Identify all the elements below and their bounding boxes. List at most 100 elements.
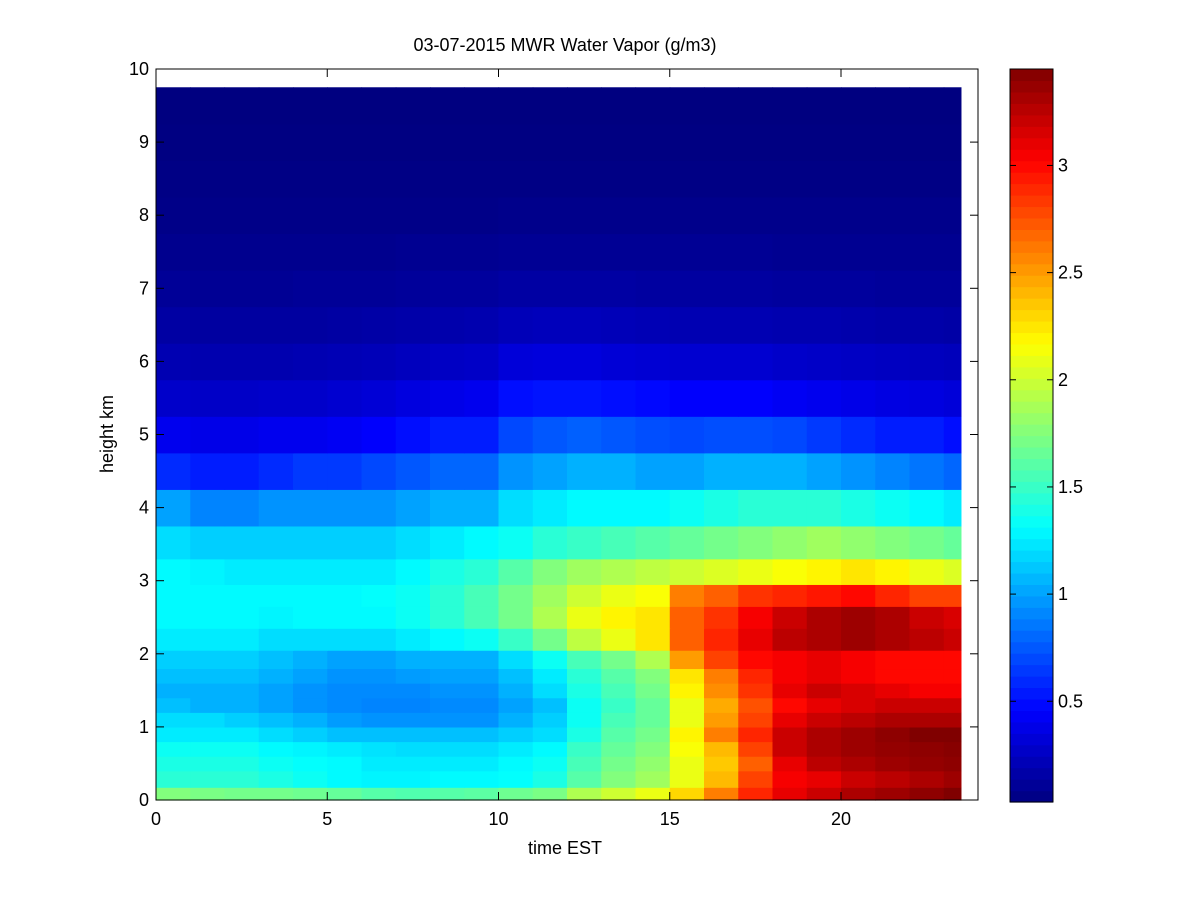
- heatmap-cell: [875, 452, 911, 490]
- heatmap-cell: [395, 343, 431, 381]
- heatmap-cell: [704, 489, 739, 527]
- heatmap-cell: [909, 683, 945, 699]
- heatmap-cell: [430, 584, 465, 607]
- colorbar-band: [1010, 263, 1053, 276]
- heatmap-cell: [635, 489, 671, 527]
- colorbar-band: [1010, 618, 1053, 631]
- heatmap-cell: [498, 650, 534, 670]
- heatmap-cell: [224, 343, 260, 381]
- heatmap-cell: [156, 770, 191, 788]
- colorbar-band: [1010, 527, 1053, 540]
- heatmap-cell: [430, 726, 465, 743]
- colorbar-band: [1010, 401, 1053, 414]
- colorbar-band: [1010, 744, 1053, 757]
- heatmap-cell: [361, 379, 397, 417]
- heatmap-cell: [669, 650, 705, 670]
- heatmap-cell: [635, 416, 671, 454]
- heatmap-cell: [943, 123, 962, 161]
- heatmap-cell: [601, 726, 637, 743]
- y-tick-label: 4: [139, 498, 149, 518]
- heatmap-cell: [498, 270, 534, 308]
- heatmap-cell: [806, 606, 842, 629]
- heatmap-cell: [806, 416, 842, 454]
- heatmap-cell: [875, 233, 911, 271]
- colorbar-band: [1010, 275, 1053, 288]
- heatmap-cell: [772, 683, 808, 699]
- heatmap-cell: [567, 87, 602, 125]
- heatmap-cell: [806, 306, 842, 344]
- heatmap-cell: [258, 683, 294, 699]
- heatmap-cell: [567, 306, 602, 344]
- heatmap-cell: [258, 628, 294, 651]
- heatmap-cell: [567, 525, 602, 560]
- heatmap-cell: [498, 123, 534, 161]
- heatmap-cells: [156, 87, 962, 801]
- heatmap-cell: [841, 606, 876, 629]
- heatmap-cell: [841, 628, 876, 651]
- heatmap-cell: [395, 628, 431, 651]
- heatmap-cell: [258, 196, 294, 235]
- heatmap-cell: [498, 160, 534, 198]
- heatmap-cell: [464, 87, 500, 125]
- heatmap-cell: [841, 697, 876, 713]
- heatmap-cell: [224, 741, 260, 757]
- heatmap-cell: [669, 123, 705, 161]
- heatmap-cell: [943, 270, 962, 308]
- heatmap-cell: [567, 489, 602, 527]
- heatmap-cell: [190, 87, 226, 125]
- heatmap-cell: [464, 787, 500, 801]
- colorbar-band: [1010, 561, 1053, 574]
- heatmap-cell: [738, 87, 774, 125]
- heatmap-cell: [395, 270, 431, 308]
- heatmap-cell: [532, 416, 568, 454]
- heatmap-cell: [635, 525, 671, 560]
- heatmap-cell: [327, 650, 363, 670]
- colorbar-band: [1010, 240, 1053, 253]
- heatmap-cell: [430, 668, 465, 684]
- heatmap-cell: [361, 741, 397, 757]
- heatmap-cell: [875, 787, 911, 801]
- heatmap-cell: [293, 628, 328, 651]
- heatmap-cell: [601, 650, 637, 670]
- heatmap-cell: [532, 606, 568, 629]
- heatmap-cell: [669, 525, 705, 560]
- colorbar-band: [1010, 435, 1053, 448]
- heatmap-cell: [532, 650, 568, 670]
- heatmap-cell: [635, 697, 671, 713]
- heatmap-cell: [635, 379, 671, 417]
- heatmap-cell: [361, 712, 397, 728]
- heatmap-cell: [943, 712, 962, 728]
- heatmap-cell: [258, 668, 294, 684]
- heatmap-cell: [395, 726, 431, 743]
- heatmap-cell: [704, 233, 739, 271]
- colorbar-band: [1010, 664, 1053, 677]
- colorbar-tick-label: 0.5: [1058, 691, 1083, 711]
- colorbar-band: [1010, 160, 1053, 173]
- heatmap-cell: [841, 233, 876, 271]
- heatmap-cell: [156, 584, 191, 607]
- colorbar-tick-label: 2: [1058, 370, 1068, 390]
- heatmap-cell: [601, 741, 637, 757]
- heatmap-cell: [327, 606, 363, 629]
- heatmap-cell: [841, 584, 876, 607]
- heatmap-cell: [806, 628, 842, 651]
- heatmap-cell: [738, 712, 774, 728]
- heatmap-cell: [567, 628, 602, 651]
- heatmap-cell: [190, 668, 226, 684]
- heatmap-cell: [704, 343, 739, 381]
- heatmap-cell: [498, 712, 534, 728]
- y-tick-label: 8: [139, 205, 149, 225]
- heatmap-cell: [669, 379, 705, 417]
- heatmap-cell: [293, 233, 328, 271]
- heatmap-cell: [464, 697, 500, 713]
- colorbar-band: [1010, 355, 1053, 368]
- heatmap-cell: [258, 343, 294, 381]
- heatmap-cell: [293, 650, 328, 670]
- heatmap-cell: [841, 558, 876, 585]
- heatmap-cell: [498, 343, 534, 381]
- heatmap-cell: [806, 650, 842, 670]
- heatmap-cell: [293, 270, 328, 308]
- heatmap-cell: [669, 787, 705, 801]
- colorbar-band: [1010, 309, 1053, 322]
- heatmap-cell: [943, 756, 962, 772]
